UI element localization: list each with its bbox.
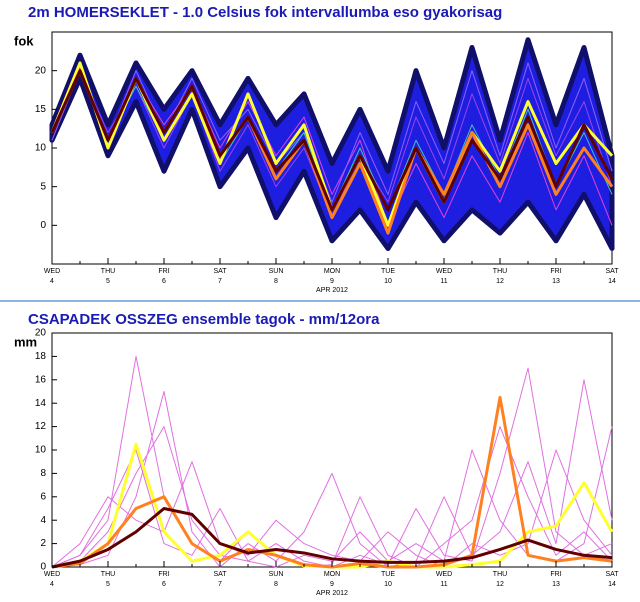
x-tick-label: THU <box>101 571 115 578</box>
y-tick-label: 10 <box>35 143 47 154</box>
y-tick-label: 18 <box>35 351 47 362</box>
x-tick-date: 12 <box>496 278 504 285</box>
x-tick-date: 4 <box>50 581 54 588</box>
x-tick-label: SAT <box>213 268 227 275</box>
y-tick-label: 8 <box>40 468 46 479</box>
series-line <box>50 69 614 212</box>
x-tick-date: 6 <box>162 581 166 588</box>
x-tick-label: FRI <box>158 571 169 578</box>
x-tick-label: WED <box>436 571 452 578</box>
x-tick-label: MON <box>324 571 340 578</box>
y-tick-label: 10 <box>35 445 47 456</box>
x-tick-date: 6 <box>162 278 166 285</box>
x-tick-date: 8 <box>274 278 278 285</box>
x-tick-date: 9 <box>330 278 334 285</box>
y-axis-label: fok <box>14 33 34 48</box>
x-tick-label: SUN <box>269 571 284 578</box>
x-tick-label: SAT <box>605 571 619 578</box>
x-tick-date: 7 <box>218 278 222 285</box>
x-tick-date: 5 <box>106 581 110 588</box>
x-tick-date: 14 <box>608 581 616 588</box>
x-tick-date: 11 <box>440 278 447 285</box>
x-tick-label: MON <box>324 268 340 275</box>
plot-frame <box>51 332 613 568</box>
x-tick-label: THU <box>101 268 115 275</box>
x-tick-label: TUE <box>381 268 395 275</box>
x-tick-date: 10 <box>384 278 392 285</box>
x-tick-date: 13 <box>552 278 560 285</box>
y-tick-label: 6 <box>40 491 46 502</box>
x-tick-date: 8 <box>274 581 278 588</box>
x-axis-label: APR 2012 <box>316 590 348 597</box>
x-tick-label: WED <box>44 571 60 578</box>
x-tick-date: 11 <box>440 581 447 588</box>
chart-title: 2m HOMERSEKLET - 1.0 Celsius fok interva… <box>28 4 502 21</box>
x-tick-date: 14 <box>608 278 616 285</box>
x-tick-label: TUE <box>381 571 395 578</box>
y-tick-label: 0 <box>40 220 46 231</box>
y-tick-label: 15 <box>35 104 47 115</box>
x-tick-date: 12 <box>496 581 504 588</box>
y-tick-label: 2 <box>40 538 46 549</box>
x-tick-date: 9 <box>330 581 334 588</box>
x-tick-label: THU <box>493 268 507 275</box>
x-tick-label: FRI <box>550 571 561 578</box>
y-tick-label: 4 <box>40 515 46 526</box>
x-tick-date: 5 <box>106 278 110 285</box>
series-line <box>51 62 613 203</box>
ensemble-band <box>49 37 615 252</box>
chart-title: CSAPADEK OSSZEG ensemble tagok - mm/12or… <box>28 311 380 328</box>
y-tick-label: 5 <box>40 181 46 192</box>
x-tick-label: SUN <box>269 268 284 275</box>
series-line <box>51 507 613 569</box>
x-tick-label: WED <box>44 268 60 275</box>
x-tick-label: WED <box>436 268 452 275</box>
y-tick-label: 20 <box>35 65 47 76</box>
y-tick-label: 0 <box>40 562 46 573</box>
x-tick-date: 13 <box>552 581 560 588</box>
x-tick-label: SAT <box>605 268 619 275</box>
y-tick-label: 20 <box>35 328 47 339</box>
y-axis-label: mm <box>14 334 37 349</box>
x-tick-label: FRI <box>550 268 561 275</box>
x-tick-label: SAT <box>213 571 227 578</box>
y-tick-label: 16 <box>35 374 47 385</box>
x-tick-date: 7 <box>218 581 222 588</box>
series-line <box>51 379 613 568</box>
y-tick-label: 12 <box>35 421 47 432</box>
x-tick-label: THU <box>493 571 507 578</box>
x-tick-date: 10 <box>384 581 392 588</box>
y-tick-label: 14 <box>35 398 47 409</box>
x-tick-label: FRI <box>158 268 169 275</box>
x-tick-date: 4 <box>50 278 54 285</box>
x-axis-label: APR 2012 <box>316 287 348 294</box>
